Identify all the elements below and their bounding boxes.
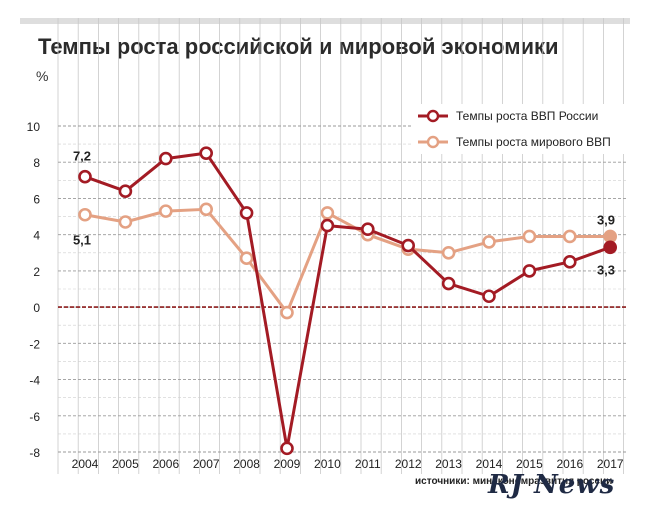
data-point-world	[239, 251, 254, 266]
watermark: RJ News	[488, 470, 616, 500]
x-axis: 2004 2005 2006 2007 2008 2009 2010 2011 2012 2013…	[72, 457, 624, 471]
y-tick-label: 4	[33, 229, 40, 243]
y-tick-label: 8	[33, 156, 40, 170]
data-point-russia	[401, 238, 416, 253]
data-point-world	[118, 215, 133, 229]
y-unit-label: %	[36, 68, 49, 84]
source-note: источники: минэкономразвития россии	[415, 476, 613, 487]
y-tick-label: 0	[33, 301, 40, 315]
data-point-russia	[118, 184, 133, 198]
y-axis: 10 8 6 4 2 0 -2 -4 -6 -8	[27, 120, 41, 460]
data-point-russia	[441, 276, 456, 291]
data-point-world	[280, 305, 294, 320]
x-tick-label: 2015	[516, 457, 543, 471]
x-tick-label: 2006	[152, 457, 179, 471]
y-tick-label: -6	[29, 410, 40, 424]
legend: Темпы роста ВВП России Темпы роста мирово…	[412, 104, 626, 154]
legend-label: Темпы роста ВВП России	[456, 109, 598, 123]
data-point-world	[159, 204, 173, 218]
data-point-world	[482, 235, 496, 249]
data-point-world	[320, 206, 335, 220]
chart-title: Темпы роста российской и мировой экономи…	[38, 34, 559, 59]
data-label: 3,3	[597, 262, 615, 277]
data-point-russia	[360, 222, 375, 237]
data-point-world	[603, 229, 618, 244]
x-tick-label: 2010	[314, 457, 341, 471]
annotations: 7,2 5,1 3,9 3,3	[73, 149, 615, 278]
series-group	[78, 146, 618, 456]
data-label: 3,9	[597, 212, 615, 227]
data-point-russia	[78, 169, 92, 184]
data-point-world	[199, 202, 213, 217]
data-point-russia	[603, 240, 618, 255]
x-tick-label: 2014	[476, 457, 503, 471]
y-tick-label: 10	[27, 120, 41, 134]
y-tick-label: 2	[33, 265, 40, 279]
data-point-russia	[280, 441, 294, 456]
data-point-world	[562, 229, 577, 244]
x-tick-label: 2007	[193, 457, 220, 471]
y-tick-label: 6	[33, 192, 40, 206]
x-tick-label: 2009	[274, 457, 301, 471]
series-line-world	[84, 207, 611, 315]
x-tick-label: 2012	[395, 457, 422, 471]
x-tick-label: 2017	[597, 457, 624, 471]
legend-swatch-marker	[426, 135, 440, 149]
data-point-russia	[562, 255, 577, 269]
top-frame-bar	[20, 18, 630, 24]
x-tick-label: 2008	[233, 457, 260, 471]
y-tick-label: -8	[29, 446, 40, 460]
data-point-russia	[320, 218, 335, 233]
y-tick-label: -4	[29, 374, 40, 388]
data-point-russia	[199, 146, 213, 160]
data-label: 5,1	[73, 233, 91, 248]
legend-box	[412, 104, 626, 154]
data-label: 7,2	[73, 149, 91, 164]
data-point-russia	[482, 289, 496, 304]
data-point-russia	[159, 151, 173, 166]
x-tick-label: 2016	[556, 457, 583, 471]
data-point-russia	[522, 264, 537, 278]
data-point-world	[441, 245, 456, 260]
data-point-world	[522, 229, 537, 244]
data-point-russia	[239, 206, 254, 220]
x-tick-label: 2004	[72, 457, 99, 471]
data-point-world	[78, 207, 92, 222]
x-tick-label: 2005	[112, 457, 139, 471]
x-tick-label: 2013	[435, 457, 462, 471]
series-line-russia	[84, 151, 611, 450]
x-tick-label: 2011	[355, 457, 381, 471]
legend-label: Темпы роста мирового ВВП	[456, 135, 611, 149]
y-tick-label: -2	[29, 337, 40, 351]
legend-swatch-marker	[426, 109, 440, 123]
grid	[57, 18, 628, 474]
